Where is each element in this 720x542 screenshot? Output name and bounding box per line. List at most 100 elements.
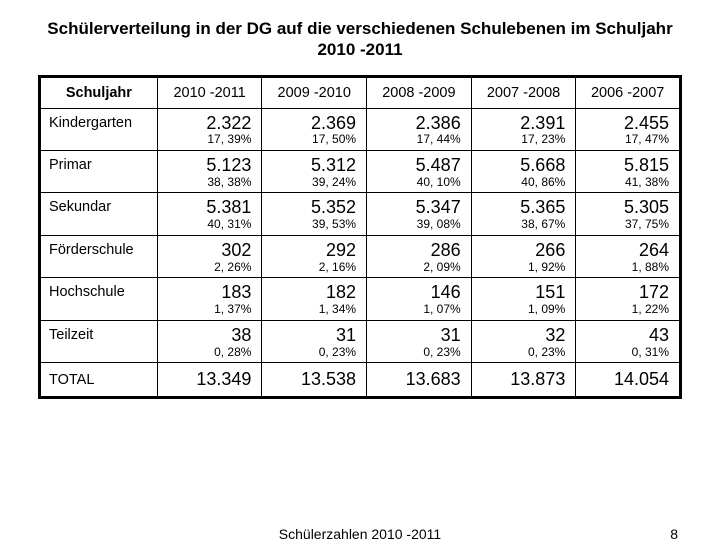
col-header-year: 2007 -2008 [471, 76, 576, 108]
cell-percent: 17, 44% [367, 133, 461, 150]
cell-percent: 40, 10% [367, 176, 461, 193]
col-header-schuljahr: Schuljahr [40, 76, 158, 108]
table-row: Förderschule3022, 26%2922, 16%2862, 09%2… [40, 235, 681, 277]
data-cell: 2.32217, 39% [157, 108, 262, 150]
slide: Schülerverteilung in der DG auf die vers… [0, 0, 720, 540]
row-label: Förderschule [40, 235, 158, 277]
cell-percent: 39, 53% [262, 218, 356, 235]
table-row: Hochschule1831, 37%1821, 34%1461, 07%151… [40, 278, 681, 320]
cell-value: 5.352 [262, 193, 356, 218]
cell-value: 13.683 [367, 363, 461, 396]
cell-value: 183 [158, 278, 252, 303]
total-cell: 14.054 [576, 363, 681, 398]
cell-percent: 17, 23% [472, 133, 566, 150]
cell-percent: 1, 22% [576, 303, 669, 320]
cell-percent: 2, 26% [158, 261, 252, 278]
cell-percent: 40, 86% [472, 176, 566, 193]
data-cell: 310, 23% [367, 320, 472, 362]
data-cell: 310, 23% [262, 320, 367, 362]
cell-percent: 1, 37% [158, 303, 252, 320]
cell-value: 292 [262, 236, 356, 261]
col-header-year: 2008 -2009 [367, 76, 472, 108]
cell-value: 302 [158, 236, 252, 261]
data-cell: 5.36538, 67% [471, 193, 576, 235]
cell-value: 286 [367, 236, 461, 261]
cell-value: 172 [576, 278, 669, 303]
total-cell: 13.538 [262, 363, 367, 398]
cell-percent: 17, 50% [262, 133, 356, 150]
data-cell: 2862, 09% [367, 235, 472, 277]
table-row: Sekundar5.38140, 31%5.35239, 53%5.34739,… [40, 193, 681, 235]
cell-value: 31 [262, 321, 356, 346]
data-cell: 1831, 37% [157, 278, 262, 320]
cell-percent: 1, 09% [472, 303, 566, 320]
data-cell: 5.35239, 53% [262, 193, 367, 235]
cell-value: 13.873 [472, 363, 566, 396]
cell-percent: 41, 38% [576, 176, 669, 193]
cell-value: 5.305 [576, 193, 669, 218]
cell-value: 146 [367, 278, 461, 303]
cell-value: 5.487 [367, 151, 461, 176]
cell-percent: 0, 23% [472, 346, 566, 363]
total-row: TOTAL13.34913.53813.68313.87314.054 [40, 363, 681, 398]
row-label: Hochschule [40, 278, 158, 320]
data-cell: 2641, 88% [576, 235, 681, 277]
cell-value: 5.381 [158, 193, 252, 218]
cell-percent: 2, 09% [367, 261, 461, 278]
row-label: Kindergarten [40, 108, 158, 150]
cell-percent: 37, 75% [576, 218, 669, 235]
data-cell: 5.66840, 86% [471, 150, 576, 192]
cell-value: 182 [262, 278, 356, 303]
cell-value: 5.312 [262, 151, 356, 176]
cell-percent: 2, 16% [262, 261, 356, 278]
header-row: Schuljahr 2010 -2011 2009 -2010 2008 -20… [40, 76, 681, 108]
data-cell: 2.39117, 23% [471, 108, 576, 150]
table-row: Kindergarten2.32217, 39%2.36917, 50%2.38… [40, 108, 681, 150]
cell-percent: 39, 08% [367, 218, 461, 235]
data-cell: 1461, 07% [367, 278, 472, 320]
col-header-year: 2006 -2007 [576, 76, 681, 108]
data-cell: 5.31239, 24% [262, 150, 367, 192]
cell-percent: 39, 24% [262, 176, 356, 193]
row-label-total: TOTAL [40, 363, 158, 398]
data-cell: 2.45517, 47% [576, 108, 681, 150]
data-cell: 320, 23% [471, 320, 576, 362]
cell-percent: 0, 23% [367, 346, 461, 363]
cell-value: 31 [367, 321, 461, 346]
data-cell: 2922, 16% [262, 235, 367, 277]
cell-value: 5.815 [576, 151, 669, 176]
cell-value: 2.322 [158, 109, 252, 134]
cell-percent: 1, 34% [262, 303, 356, 320]
cell-value: 2.455 [576, 109, 669, 134]
data-cell: 3022, 26% [157, 235, 262, 277]
data-cell: 1721, 22% [576, 278, 681, 320]
cell-percent: 40, 31% [158, 218, 252, 235]
total-cell: 13.683 [367, 363, 472, 398]
cell-value: 2.386 [367, 109, 461, 134]
row-label: Teilzeit [40, 320, 158, 362]
data-cell: 2.38617, 44% [367, 108, 472, 150]
total-cell: 13.873 [471, 363, 576, 398]
cell-value: 13.538 [262, 363, 356, 396]
data-cell: 380, 28% [157, 320, 262, 362]
cell-value: 2.369 [262, 109, 356, 134]
row-label: Primar [40, 150, 158, 192]
data-cell: 430, 31% [576, 320, 681, 362]
data-cell: 5.48740, 10% [367, 150, 472, 192]
cell-value: 32 [472, 321, 566, 346]
cell-value: 5.668 [472, 151, 566, 176]
cell-percent: 0, 23% [262, 346, 356, 363]
data-cell: 2661, 92% [471, 235, 576, 277]
data-cell: 5.38140, 31% [157, 193, 262, 235]
cell-percent: 1, 07% [367, 303, 461, 320]
data-table: Schuljahr 2010 -2011 2009 -2010 2008 -20… [38, 75, 682, 400]
cell-percent: 38, 38% [158, 176, 252, 193]
table-row: Primar5.12338, 38%5.31239, 24%5.48740, 1… [40, 150, 681, 192]
col-header-year: 2010 -2011 [157, 76, 262, 108]
cell-percent: 0, 31% [576, 346, 669, 363]
cell-percent: 17, 39% [158, 133, 252, 150]
cell-percent: 17, 47% [576, 133, 669, 150]
cell-percent: 38, 67% [472, 218, 566, 235]
cell-percent: 1, 92% [472, 261, 566, 278]
cell-percent: 1, 88% [576, 261, 669, 278]
